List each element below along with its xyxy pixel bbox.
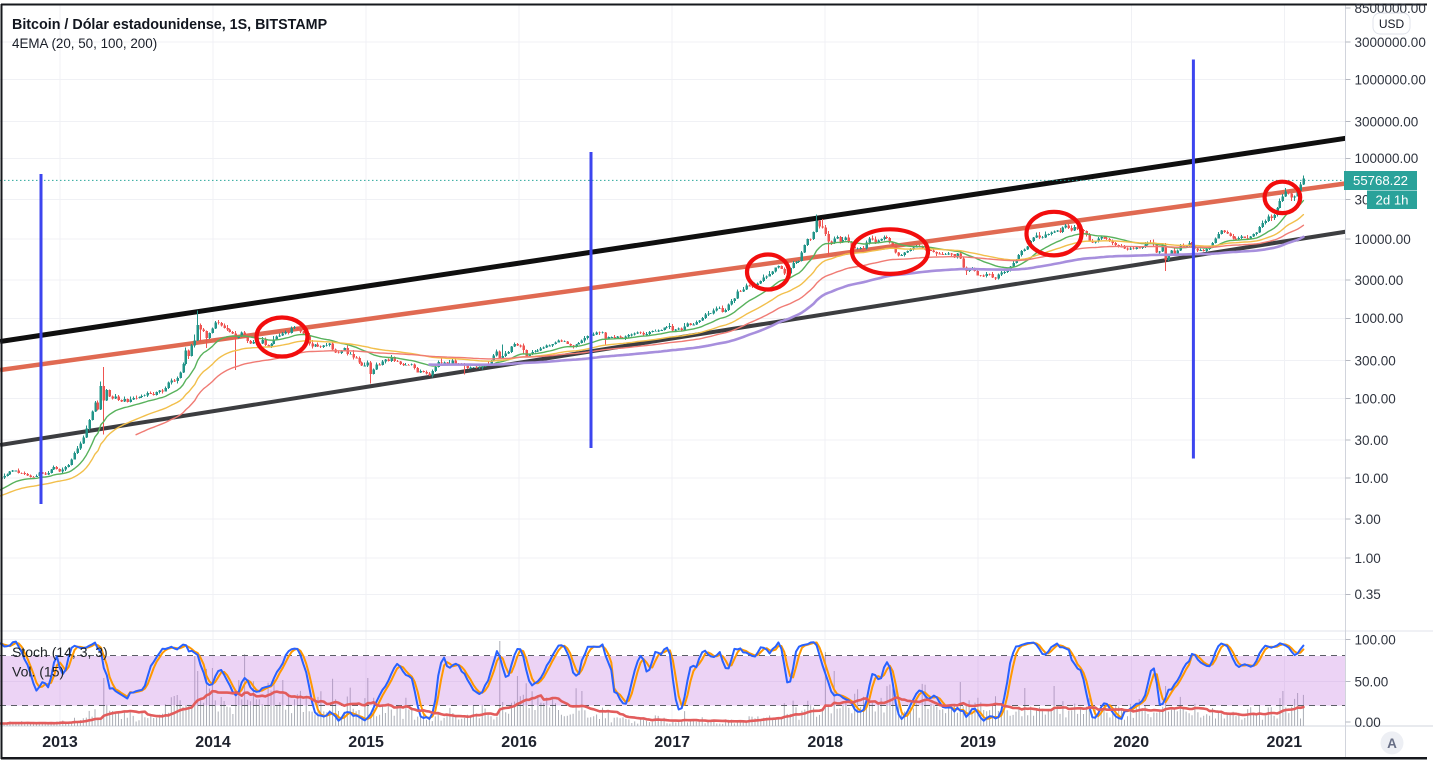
svg-text:2013: 2013 [42, 734, 78, 751]
svg-text:2019: 2019 [960, 734, 996, 751]
svg-text:2021: 2021 [1267, 734, 1303, 751]
svg-text:1.00: 1.00 [1355, 551, 1381, 566]
svg-text:2020: 2020 [1114, 734, 1150, 751]
svg-text:300000.00: 300000.00 [1355, 114, 1419, 129]
svg-text:50.00: 50.00 [1355, 674, 1389, 689]
svg-text:A: A [1387, 736, 1397, 751]
svg-text:1000000.00: 1000000.00 [1355, 72, 1426, 87]
svg-text:30.00: 30.00 [1355, 433, 1389, 448]
svg-text:2d 1h: 2d 1h [1375, 193, 1408, 208]
svg-text:8500000.00: 8500000.00 [1355, 1, 1426, 16]
svg-text:10000.00: 10000.00 [1355, 232, 1411, 247]
svg-text:2015: 2015 [348, 734, 384, 751]
svg-text:300.00: 300.00 [1355, 353, 1396, 368]
svg-text:10.00: 10.00 [1355, 471, 1389, 486]
svg-text:Stoch (14, 3, 3): Stoch (14, 3, 3) [12, 644, 108, 660]
svg-text:2018: 2018 [807, 734, 843, 751]
svg-text:4EMA (20, 50, 100, 200): 4EMA (20, 50, 100, 200) [12, 36, 157, 51]
svg-text:55768.22: 55768.22 [1353, 173, 1408, 188]
svg-text:3000000.00: 3000000.00 [1355, 35, 1426, 50]
svg-text:3.00: 3.00 [1355, 512, 1381, 527]
svg-text:0.00: 0.00 [1355, 715, 1381, 730]
svg-text:Bitcoin / Dólar estadounidense: Bitcoin / Dólar estadounidense, 1S, BITS… [12, 17, 328, 33]
svg-text:2017: 2017 [654, 734, 690, 751]
svg-text:2014: 2014 [195, 734, 231, 751]
svg-text:100.00: 100.00 [1355, 392, 1396, 407]
svg-text:3000.00: 3000.00 [1355, 273, 1404, 288]
svg-text:2016: 2016 [501, 734, 537, 751]
svg-text:Vol. (15): Vol. (15) [12, 664, 64, 680]
svg-text:USD: USD [1379, 17, 1405, 31]
svg-text:100.00: 100.00 [1355, 632, 1396, 647]
svg-text:1000.00: 1000.00 [1355, 311, 1404, 326]
svg-text:0.35: 0.35 [1355, 587, 1381, 602]
svg-text:100000.00: 100000.00 [1355, 151, 1419, 166]
